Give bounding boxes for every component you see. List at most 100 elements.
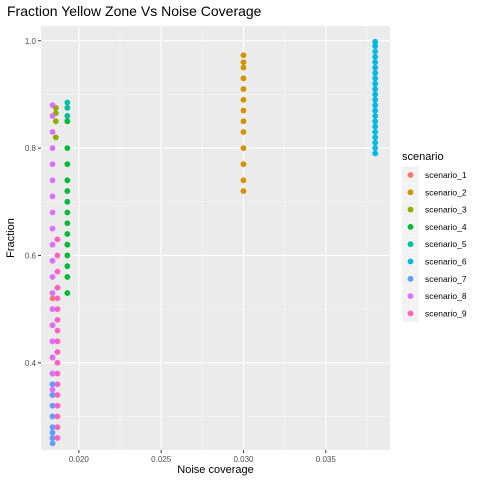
legend-item-scenario_4: scenario_4 <box>402 218 467 236</box>
legend-label: scenario_4 <box>425 222 467 232</box>
legend-item-scenario_2: scenario_2 <box>402 183 467 201</box>
data-point <box>54 402 61 409</box>
chart-title: Fraction Yellow Zone Vs Noise Coverage <box>7 3 262 19</box>
legend-item-scenario_3: scenario_3 <box>402 201 467 219</box>
data-point <box>54 424 61 431</box>
data-point <box>64 231 71 237</box>
y-tick-label: 1.0 <box>25 37 37 46</box>
data-point <box>54 268 61 275</box>
data-point <box>52 118 59 125</box>
data-point <box>240 118 247 125</box>
data-points <box>49 38 379 447</box>
data-point <box>49 290 56 296</box>
data-point <box>49 112 56 119</box>
data-point <box>64 161 71 168</box>
data-point <box>64 220 71 227</box>
data-point <box>49 241 56 248</box>
data-point <box>64 290 71 296</box>
data-point <box>372 86 379 92</box>
data-point <box>240 129 247 135</box>
data-point <box>372 118 379 125</box>
legend-label: scenario_1 <box>425 170 467 180</box>
data-point <box>49 413 56 420</box>
x-tick-label: 0.035 <box>316 455 337 464</box>
legend-item-scenario_1: scenario_1 <box>402 166 467 184</box>
data-point <box>372 129 379 135</box>
series-scenario_9 <box>54 236 61 441</box>
data-point <box>49 435 56 441</box>
legend-key-point <box>407 172 414 178</box>
x-tick-label: 0.020 <box>69 455 90 464</box>
data-point <box>64 177 71 184</box>
legend-key-point <box>407 310 414 317</box>
y-tick-label: 0.8 <box>25 144 37 153</box>
legend-key-point <box>407 224 414 230</box>
data-point <box>49 402 56 409</box>
data-point <box>240 107 247 114</box>
legend-label: scenario_3 <box>425 205 467 215</box>
legend-item-scenario_7: scenario_7 <box>402 270 467 288</box>
legend-key-point <box>407 241 414 248</box>
x-axis-ticks: 0.020 0.025 0.030 0.035 <box>69 450 337 464</box>
data-point <box>49 161 56 168</box>
data-point <box>372 145 379 152</box>
data-point <box>49 102 56 109</box>
legend-item-scenario_5: scenario_5 <box>402 235 467 253</box>
data-point <box>372 48 379 55</box>
series-scenario_2 <box>240 52 247 194</box>
data-point <box>54 252 61 259</box>
legend-item-scenario_8: scenario_8 <box>402 287 467 305</box>
data-point <box>49 381 56 388</box>
data-point <box>372 123 379 130</box>
data-point <box>240 64 247 71</box>
data-point <box>54 349 61 355</box>
data-point <box>372 107 379 114</box>
data-point <box>49 424 56 431</box>
data-point <box>372 150 379 157</box>
data-point <box>372 139 379 146</box>
data-point <box>64 252 71 259</box>
data-point <box>240 161 247 168</box>
data-point <box>49 129 56 135</box>
data-point <box>64 118 71 125</box>
series-scenario_6 <box>372 38 379 157</box>
data-point <box>49 440 56 447</box>
plot-panel <box>41 26 390 450</box>
legend-label: scenario_9 <box>425 308 467 318</box>
data-point <box>52 134 59 141</box>
data-point <box>54 316 61 323</box>
data-point <box>64 209 71 216</box>
data-point <box>49 295 56 302</box>
legend-label: scenario_7 <box>425 274 467 284</box>
data-point <box>64 99 71 106</box>
data-point <box>372 134 379 141</box>
y-axis-title: Fraction <box>5 218 17 258</box>
data-point <box>64 274 71 280</box>
data-point <box>372 102 379 109</box>
legend-title: scenario <box>402 151 444 163</box>
legend-label: scenario_2 <box>425 187 467 197</box>
data-point <box>372 112 379 119</box>
data-point <box>54 236 61 243</box>
series-scenario_8 <box>49 102 56 393</box>
data-point <box>372 38 379 45</box>
grid-major <box>41 26 390 450</box>
legend-items: scenario_1 scenario_2 scenario_3 scenario_4… <box>402 166 467 322</box>
data-point <box>240 75 247 82</box>
data-point <box>49 354 56 361</box>
data-point <box>240 145 247 152</box>
legend-key-point <box>407 189 414 196</box>
x-tick-label: 0.025 <box>151 455 172 464</box>
legend-label: scenario_5 <box>425 239 467 249</box>
data-point <box>54 392 61 398</box>
data-point <box>240 177 247 184</box>
data-point <box>64 263 71 270</box>
data-point <box>372 64 379 71</box>
legend-key-point <box>407 258 414 265</box>
data-point <box>49 193 56 200</box>
data-point <box>64 198 71 205</box>
data-point <box>54 413 61 420</box>
data-point <box>64 145 71 152</box>
data-point <box>372 70 379 76</box>
legend-item-scenario_9: scenario_9 <box>402 304 467 322</box>
